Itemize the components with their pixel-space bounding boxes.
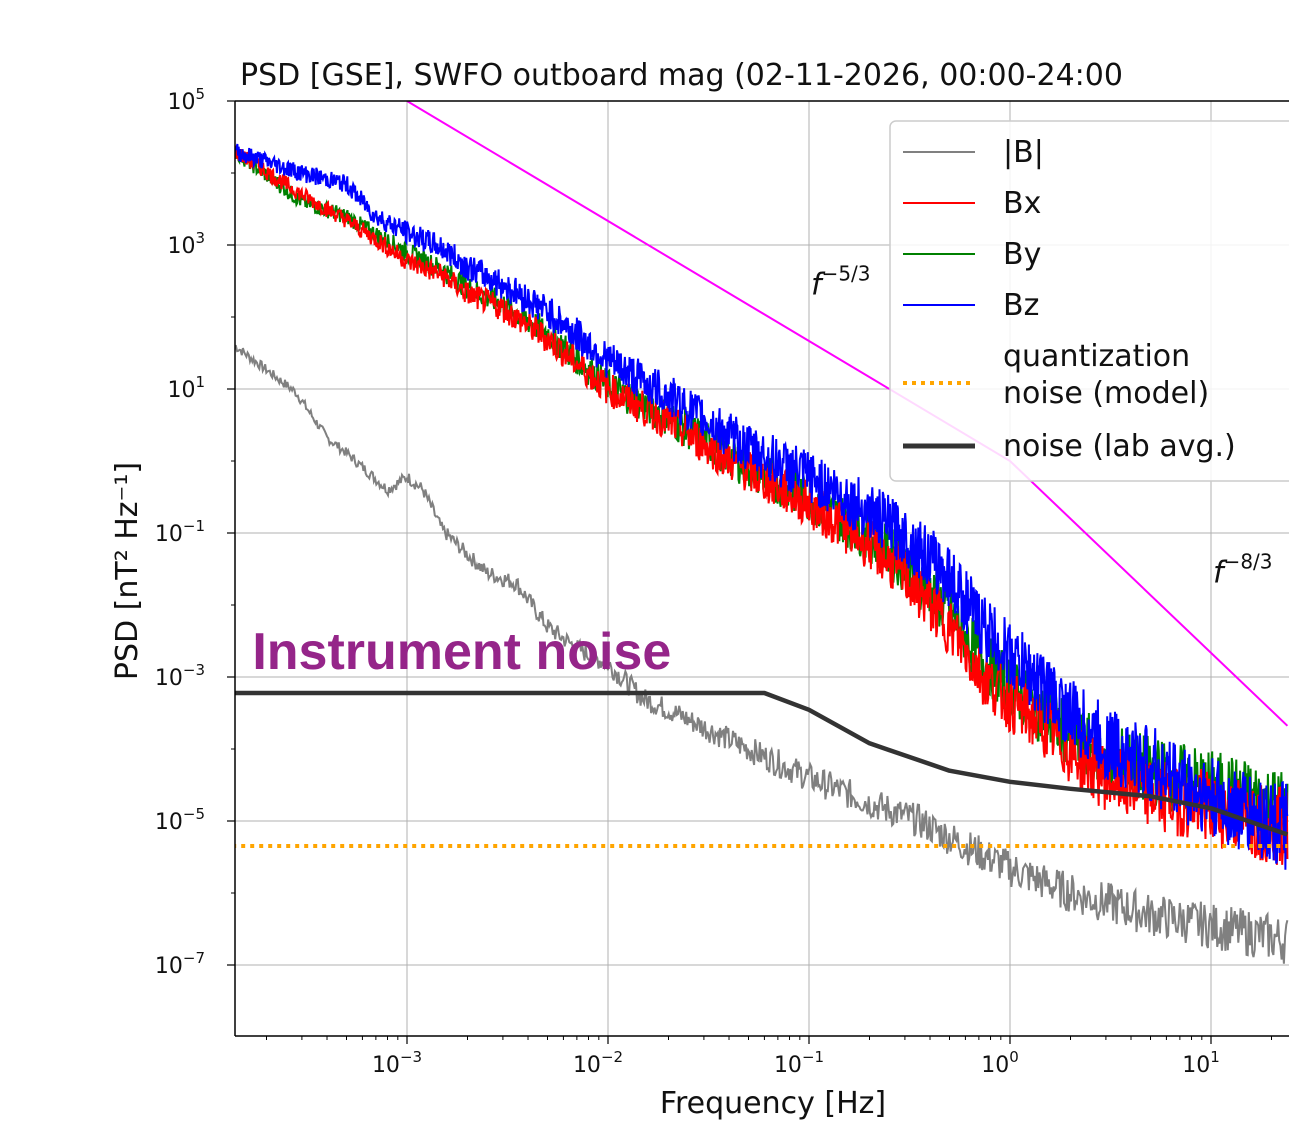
legend-label: Bx	[1003, 186, 1041, 221]
legend-label: noise (model)	[1003, 376, 1209, 411]
y-tick-label: 105	[167, 85, 205, 115]
y-tick-label: 10−7	[155, 949, 205, 979]
legend-label: noise (lab avg.)	[1003, 429, 1236, 464]
annotations: f−5/3 f−8/3 Instrument noise	[252, 262, 1272, 681]
y-tick-label: 10−3	[155, 661, 205, 691]
y-tick-label: 101	[167, 373, 205, 403]
x-tick-label: 100	[981, 1048, 1019, 1078]
y-axis-label: PSD [nT² Hz⁻¹]	[110, 462, 145, 680]
instrument-noise-annotation: Instrument noise	[252, 623, 671, 681]
legend-label: |B|	[1003, 135, 1044, 170]
series-Bz-line	[235, 143, 1289, 870]
x-tick-label: 101	[1182, 1048, 1220, 1078]
legend-label: By	[1003, 237, 1041, 272]
y-tick-label: 10−1	[155, 517, 205, 547]
x-tick-label: 10−1	[774, 1048, 824, 1078]
series-B-magnitude-line	[235, 344, 1289, 964]
legend-box	[889, 120, 1289, 482]
x-axis-label: Frequency [Hz]	[660, 1086, 886, 1121]
legend-label: quantization	[1003, 339, 1190, 374]
power-law-annotation: f−8/3	[1213, 550, 1273, 591]
x-tick-label: 10−3	[372, 1048, 422, 1078]
power-law-annotation: f−5/3	[811, 262, 871, 303]
y-tick-label: 103	[167, 229, 205, 259]
legend-label: Bz	[1003, 288, 1039, 323]
y-tick-label: 10−5	[155, 805, 205, 835]
x-tick-label: 10−2	[573, 1048, 623, 1078]
chart-title: PSD [GSE], SWFO outboard mag (02-11-2026…	[240, 58, 1123, 93]
series-lab-noise-line	[235, 690, 1289, 837]
